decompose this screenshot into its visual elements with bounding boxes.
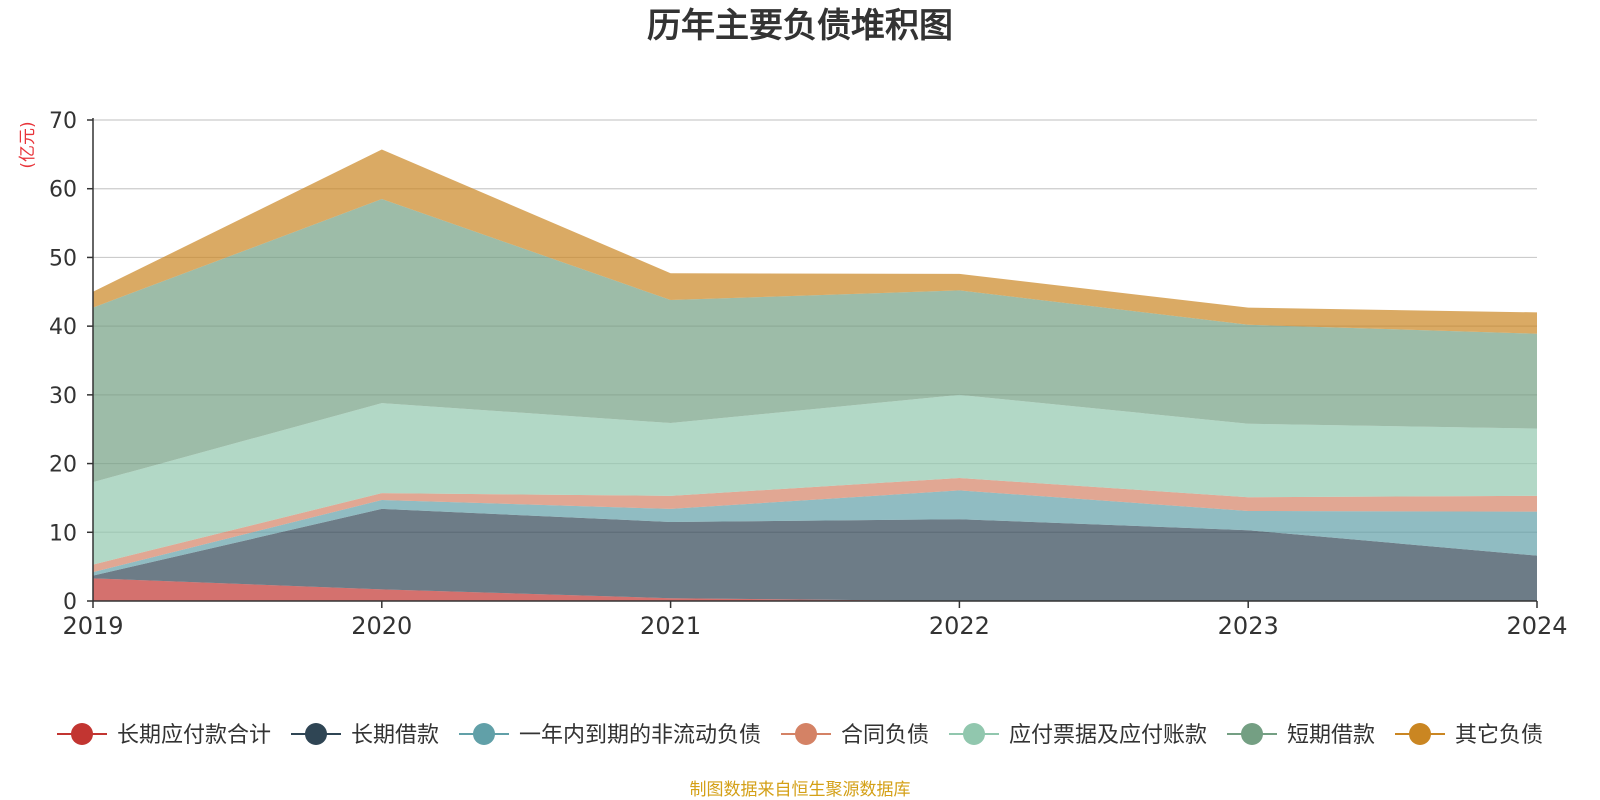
legend-item-1[interactable]: 长期应付款合计	[57, 723, 271, 748]
legend-label: 合同负债	[841, 723, 929, 748]
x-tick-label: 2019	[62, 612, 123, 640]
y-tick-label: 50	[49, 246, 77, 271]
x-tick-label: 2022	[929, 612, 990, 640]
area-series-7[interactable]	[93, 149, 1537, 334]
area-series-1[interactable]	[93, 578, 1537, 601]
legend-item-5[interactable]: 应付票据及应付账款	[949, 723, 1207, 748]
area-series-5[interactable]	[93, 394, 1537, 565]
y-axis-unit-label: (亿元)	[18, 121, 38, 168]
legend-circle-icon	[305, 723, 327, 745]
legend-label: 短期借款	[1287, 723, 1375, 748]
area-series-4[interactable]	[93, 478, 1537, 573]
legend-label: 一年内到期的非流动负债	[519, 723, 761, 748]
x-tick-label: 2020	[351, 612, 412, 640]
y-tick-label: 60	[49, 178, 77, 203]
legend-item-3[interactable]: 一年内到期的非流动负债	[459, 723, 761, 748]
legend-label: 长期应付款合计	[117, 723, 271, 748]
area-series-group	[93, 149, 1537, 601]
x-tick-label: 2021	[640, 612, 701, 640]
legend-item-2[interactable]: 长期借款	[291, 723, 439, 748]
legend-label: 应付票据及应付账款	[1009, 723, 1207, 748]
legend-item-6[interactable]: 短期借款	[1227, 723, 1375, 748]
y-tick-label: 70	[49, 109, 77, 134]
legend-item-4[interactable]: 合同负债	[781, 723, 929, 748]
legend-label: 其它负债	[1455, 723, 1543, 748]
legend-circle-icon	[795, 723, 817, 745]
legend[interactable]: 长期应付款合计 长期借款 一年内到期的非流动负债 合同负债 应付票据及应付账款 短期借款 其…	[57, 723, 1543, 748]
legend-circle-icon	[963, 723, 985, 745]
axes: 0 10 20 30 40 50 60 70 2019 2020 2021 2022 2023 2024	[49, 109, 1568, 640]
source-note: 制图数据来自恒生聚源数据库	[690, 780, 911, 800]
legend-circle-icon	[71, 723, 93, 745]
legend-label: 长期借款	[351, 723, 439, 748]
area-series-2[interactable]	[93, 508, 1537, 601]
x-tick-label: 2023	[1218, 612, 1279, 640]
y-tick-label: 10	[49, 521, 77, 546]
x-tick-label: 2024	[1506, 612, 1567, 640]
y-tick-label: 40	[49, 315, 77, 340]
y-tick-label: 20	[49, 453, 77, 478]
legend-circle-icon	[473, 723, 495, 745]
chart-title: 历年主要负债堆积图	[647, 6, 953, 46]
y-tick-label: 0	[63, 590, 77, 615]
y-tick-label: 30	[49, 384, 77, 409]
area-series-6[interactable]	[93, 199, 1537, 483]
legend-circle-icon	[1241, 723, 1263, 745]
area-series-3[interactable]	[93, 490, 1537, 576]
legend-item-7[interactable]: 其它负债	[1395, 723, 1543, 748]
legend-circle-icon	[1409, 723, 1431, 745]
